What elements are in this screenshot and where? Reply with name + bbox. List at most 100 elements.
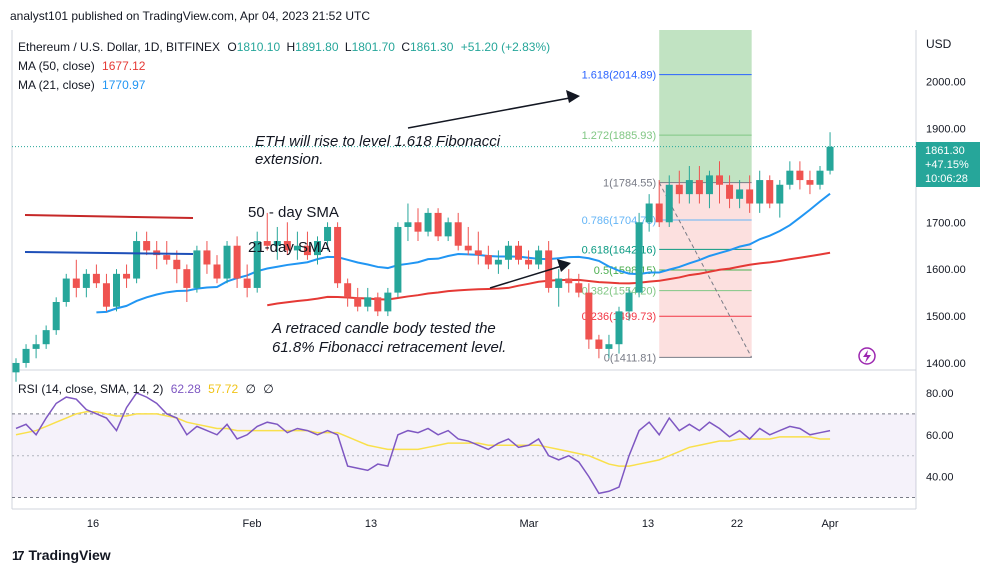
- candle-body: [705, 175, 713, 195]
- currency-label: USD: [926, 37, 952, 51]
- candle-body: [253, 241, 261, 288]
- candle-body: [555, 278, 563, 288]
- rsi-axis-tick: 80.00: [926, 388, 954, 400]
- price-axis-tick: 1700.00: [926, 217, 966, 229]
- candle-body: [183, 269, 191, 288]
- high-label: H: [286, 40, 296, 54]
- candle-body: [334, 226, 342, 284]
- candle-body: [42, 330, 50, 345]
- candle-body: [615, 311, 623, 345]
- candle-body: [32, 344, 40, 349]
- candle-body: [766, 180, 774, 204]
- candle-body: [414, 222, 422, 232]
- low-value: 1801.70: [351, 40, 395, 54]
- fib-level-label: 0.382(1554.20): [582, 286, 657, 298]
- candle-body: [806, 180, 814, 185]
- low-label: L: [344, 40, 352, 54]
- candle-body: [364, 297, 372, 307]
- alert-lightning-icon: [858, 347, 876, 365]
- rsi-axis-tick: 40.00: [926, 472, 954, 484]
- candle-body: [314, 241, 321, 256]
- candle-body: [283, 241, 291, 251]
- fib-level-label: 0.618(1642.16): [582, 244, 657, 256]
- candle-body: [404, 222, 412, 227]
- candle-body: [575, 283, 583, 293]
- tradingview-footer[interactable]: 17 TradingView: [12, 547, 111, 563]
- eth-rise-annotation-line2: extension.: [255, 151, 323, 168]
- candle-body: [424, 212, 432, 232]
- candle-body: [746, 189, 754, 204]
- candle-body: [102, 283, 110, 307]
- candle-body: [736, 189, 744, 199]
- rsi-sma-value: 57.72: [208, 382, 239, 396]
- price-axis-tick: 1500.00: [926, 311, 966, 323]
- ma50-value: 1677.12: [102, 59, 146, 73]
- candle-body: [625, 292, 633, 312]
- tradingview-logo-icon: 17: [12, 547, 25, 563]
- candle-body: [716, 175, 723, 185]
- change-value: +51.20 (+2.83%): [460, 40, 551, 54]
- candle-body: [394, 226, 402, 293]
- arrow-to-retracement: [489, 264, 566, 289]
- candle-body: [354, 297, 362, 307]
- price-axis-tick: 1400.00: [926, 358, 966, 370]
- candle-body: [796, 170, 804, 181]
- candle-body: [113, 273, 120, 307]
- chart-legend-main: Ethereum / U.S. Dollar, 1D, BITFINEX O18…: [18, 40, 550, 54]
- candle-body: [585, 292, 593, 340]
- high-value: 1891.80: [295, 40, 339, 54]
- candle-body: [233, 245, 241, 279]
- candle-body: [303, 245, 311, 256]
- candle-body: [143, 241, 151, 251]
- candle-body: [203, 250, 211, 265]
- candle-body: [474, 250, 482, 256]
- candle-body: [454, 222, 462, 246]
- arrow-head-retracement: [557, 259, 571, 272]
- candle-body: [324, 226, 332, 242]
- candle-body: [685, 180, 693, 195]
- rsi-sma-line: [15, 411, 831, 467]
- publish-info: analyst101 published on TradingView.com,…: [10, 9, 371, 23]
- candle-body: [565, 278, 573, 284]
- price-axis-tick: 1900.00: [926, 123, 966, 135]
- time-axis-tick: Apr: [821, 518, 838, 530]
- symbol-title: Ethereum / U.S. Dollar, 1D, BITFINEX: [18, 40, 221, 54]
- arrow-to-extension: [407, 96, 576, 129]
- candle-body: [484, 255, 492, 265]
- candle-body: [645, 203, 653, 223]
- candle-body: [82, 273, 90, 288]
- candle-body: [816, 170, 824, 185]
- candle-body: [464, 245, 472, 251]
- retrace-annotation-line1: A retraced candle body tested the: [271, 320, 496, 337]
- ma50-label: MA (50, close): [18, 59, 95, 73]
- time-axis-tick: Mar: [520, 518, 539, 530]
- candle-body: [515, 245, 522, 260]
- candle-body: [293, 245, 301, 251]
- candle-body: [605, 344, 613, 349]
- rsi-legend: RSI (14, close, SMA, 14, 2) 62.28 57.72 …: [18, 382, 274, 396]
- candle-body: [494, 259, 502, 265]
- candle-body: [173, 259, 181, 270]
- candle-body: [52, 302, 60, 331]
- time-axis-tick: 13: [365, 518, 377, 530]
- candle-body: [635, 222, 643, 293]
- candle-body: [12, 362, 20, 373]
- ma21-value: 1770.97: [102, 78, 146, 92]
- candle-body: [776, 184, 784, 204]
- fib-level-label: 0(1411.81): [604, 352, 656, 364]
- sma50-annotation-label: 50 - day SMA: [248, 204, 339, 221]
- open-value: 1810.10: [236, 40, 281, 54]
- candle-body: [444, 222, 452, 237]
- rsi-value: 62.28: [170, 382, 201, 396]
- candle-body: [223, 245, 231, 279]
- arrow-head-extension: [566, 90, 580, 103]
- close-value: 1861.30: [409, 40, 454, 54]
- fib-level-label: 1(1784.55): [603, 178, 656, 190]
- candle-body: [786, 170, 794, 185]
- time-axis-tick: 13: [642, 518, 654, 530]
- candle-body: [525, 259, 533, 265]
- sma21-annotation-line: [24, 251, 194, 255]
- price-axis-tick: 2000.00: [926, 77, 966, 89]
- tradingview-brand: TradingView: [28, 547, 111, 563]
